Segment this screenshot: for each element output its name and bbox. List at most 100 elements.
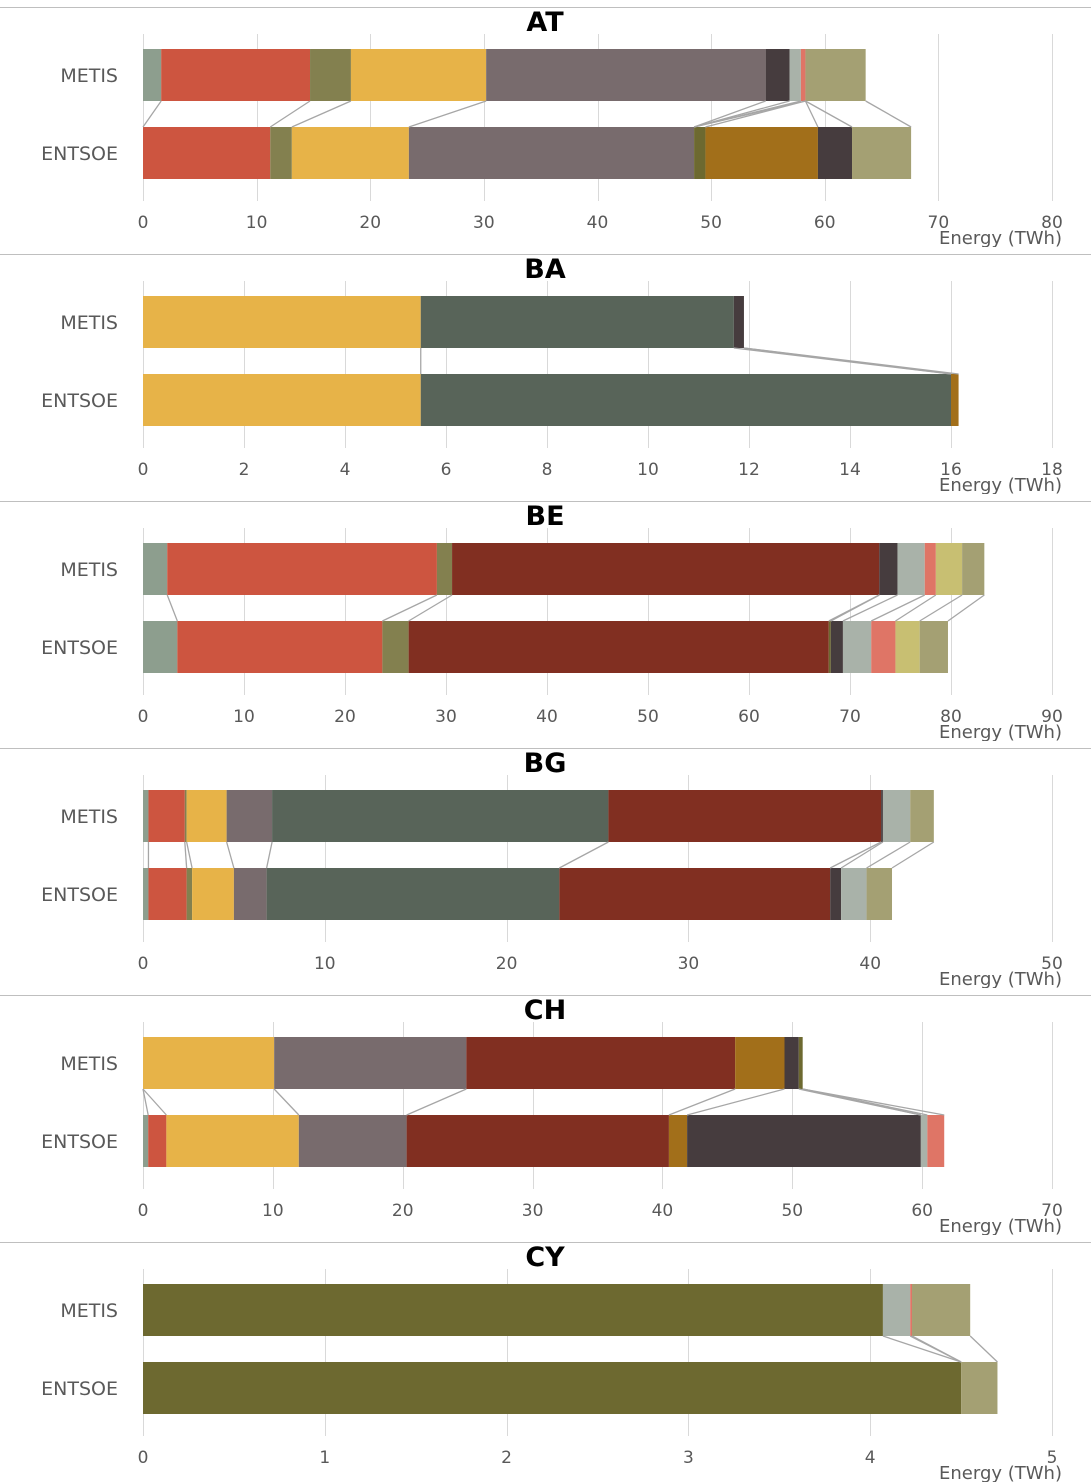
x-tick-label: 30 xyxy=(522,1201,544,1221)
bar-segment xyxy=(420,296,734,348)
bar-segment xyxy=(143,374,421,426)
x-tick-label: 50 xyxy=(781,1201,803,1221)
series-connector xyxy=(668,1088,736,1116)
series-connector xyxy=(882,1335,962,1363)
chart-title: BE xyxy=(525,501,564,532)
bar-segment xyxy=(148,868,187,920)
bar-segment xyxy=(310,49,351,101)
bar-segment xyxy=(789,49,801,101)
series-connector xyxy=(969,1335,998,1363)
series-connector xyxy=(829,841,882,869)
series-connector xyxy=(559,841,609,869)
chart-panel-ba: BA METIS ENTSOE 0 2 4 6 8 10 12 14 16 18 Energy (TWh) xyxy=(0,247,1091,494)
bar-segment xyxy=(166,1115,299,1167)
bar-segment xyxy=(871,621,896,673)
bar-segment xyxy=(608,790,882,842)
bar-segment xyxy=(167,543,437,595)
series-connector xyxy=(226,841,235,869)
bar-segment xyxy=(852,127,912,179)
bar-segment xyxy=(735,1037,785,1089)
x-tick-label: 0 xyxy=(138,954,149,974)
chart-panel-at: AT METIS ENTSOE 0 10 20 30 40 50 60 70 80 Energy (TW… xyxy=(0,0,1091,247)
x-tick-label: 70 xyxy=(1041,1201,1063,1221)
bar-segment xyxy=(828,621,831,673)
series-connector xyxy=(273,1088,300,1116)
chart-title: BG xyxy=(524,748,567,779)
bar-segment xyxy=(784,1037,799,1089)
series-connector xyxy=(743,347,959,375)
x-axis-label: Energy (TWh) xyxy=(939,969,1062,988)
x-tick-label: 18 xyxy=(1041,460,1063,480)
x-tick-label: 20 xyxy=(496,954,518,974)
bar-segment xyxy=(184,790,187,842)
bar-segment xyxy=(408,621,829,673)
bar-segment xyxy=(866,868,893,920)
bar-segment xyxy=(935,543,963,595)
x-tick-label: 5 xyxy=(1047,1448,1058,1468)
bar-segment xyxy=(143,296,421,348)
category-label: METIS xyxy=(60,559,118,581)
bar-segment xyxy=(805,49,866,101)
bar-segment xyxy=(408,127,695,179)
x-tick-label: 50 xyxy=(1041,954,1063,974)
bar-segment xyxy=(879,543,898,595)
series-connector xyxy=(895,594,937,622)
bar-segment xyxy=(270,127,292,179)
bar-segment xyxy=(274,1037,467,1089)
series-connector xyxy=(840,841,884,869)
chart-panel-ch: CH METIS ENTSOE 0 10 20 30 40 50 60 70 Energy (TWh) xyxy=(0,988,1091,1235)
series-connector xyxy=(408,594,453,622)
bar-segment xyxy=(800,49,806,101)
bar-segment xyxy=(143,1115,149,1167)
series-connector xyxy=(842,594,898,622)
series-connector xyxy=(705,100,806,128)
bar-segment xyxy=(910,790,934,842)
bar-segment xyxy=(186,868,193,920)
x-tick-label: 6 xyxy=(441,460,452,480)
series-connector xyxy=(804,100,819,128)
bar-segment xyxy=(298,1115,407,1167)
bar-segment xyxy=(350,49,487,101)
series-connector xyxy=(870,594,926,622)
category-label: METIS xyxy=(60,65,118,87)
x-tick-label: 80 xyxy=(1041,213,1063,233)
x-tick-label: 2 xyxy=(239,460,250,480)
bar-segment xyxy=(927,1115,945,1167)
chart-panel-cy: CY METIS ENTSOE 0 1 2 3 4 5 Energy (TWh) xyxy=(0,1235,1091,1482)
x-tick-label: 4 xyxy=(340,460,351,480)
x-tick-label: 50 xyxy=(637,707,659,727)
bar-segment xyxy=(486,49,766,101)
bar-segment xyxy=(924,543,936,595)
x-tick-label: 60 xyxy=(814,213,836,233)
bar-segment xyxy=(705,127,818,179)
bar-segment xyxy=(882,790,911,842)
bar-segment xyxy=(830,621,843,673)
x-tick-label: 10 xyxy=(314,954,336,974)
chart-title: BA xyxy=(524,254,566,285)
series-connector xyxy=(802,1088,945,1116)
bar-segment xyxy=(148,1115,167,1167)
series-connector xyxy=(686,1088,785,1116)
bar-segment xyxy=(266,868,560,920)
bar-segment xyxy=(226,790,273,842)
bar-segment xyxy=(143,1284,883,1336)
bar-segment xyxy=(291,127,409,179)
bar-segment xyxy=(733,296,744,348)
bar-segment xyxy=(694,127,706,179)
x-tick-label: 50 xyxy=(700,213,722,233)
x-tick-label: 20 xyxy=(334,707,356,727)
series-connector xyxy=(269,100,311,128)
bar-segment xyxy=(148,790,185,842)
bar-segment xyxy=(841,868,867,920)
chart-title: CY xyxy=(525,1242,565,1273)
series-connector xyxy=(406,1088,467,1116)
x-tick-label: 1 xyxy=(319,1448,330,1468)
x-axis-label: Energy (TWh) xyxy=(939,228,1062,247)
x-tick-label: 0 xyxy=(138,1448,149,1468)
